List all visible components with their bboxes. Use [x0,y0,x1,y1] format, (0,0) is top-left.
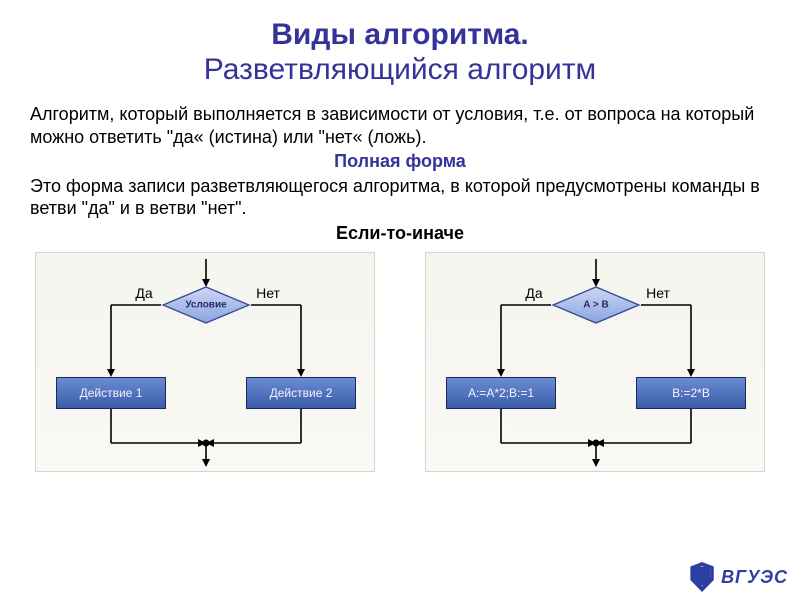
condition-diamond: Условие [161,285,251,325]
action-left-label: Действие 1 [80,386,143,400]
condition-diamond: A > B [551,285,641,325]
condition-label: A > B [583,300,608,311]
action-right-label: B:=2*B [672,386,710,400]
paragraph-1: Алгоритм, который выполняется в зависимо… [30,103,770,148]
action-left-box: Действие 1 [56,377,166,409]
action-right-box: B:=2*B [636,377,746,409]
if-then-else-header: Если-то-иначе [30,222,770,245]
flowchart-left: Условие Да Нет Действие 1 Действие 2 [35,252,375,472]
no-label: Нет [646,285,670,301]
yes-label: Да [525,285,542,301]
yes-label: Да [135,285,152,301]
slide-title: Виды алгоритма. Разветвляющийся алгоритм [0,0,800,97]
logo: ВГУЭС [689,562,788,592]
title-main: Виды алгоритма. [20,18,780,53]
full-form-header: Полная форма [30,150,770,173]
no-label: Нет [256,285,280,301]
paragraph-2: Это форма записи разветвляющегося алгори… [30,175,770,220]
logo-crest-icon [689,562,715,592]
action-left-label: A:=A*2;B:=1 [468,386,534,400]
body-text: Алгоритм, который выполняется в зависимо… [0,97,800,244]
logo-text: ВГУЭС [721,567,788,588]
action-right-box: Действие 2 [246,377,356,409]
flowchart-right: A > B Да Нет A:=A*2;B:=1 B:=2*B [425,252,765,472]
title-sub: Разветвляющийся алгоритм [20,53,780,88]
diagram-row: Условие Да Нет Действие 1 Действие 2 [0,246,800,472]
condition-label: Условие [185,300,226,311]
action-right-label: Действие 2 [270,386,333,400]
action-left-box: A:=A*2;B:=1 [446,377,556,409]
